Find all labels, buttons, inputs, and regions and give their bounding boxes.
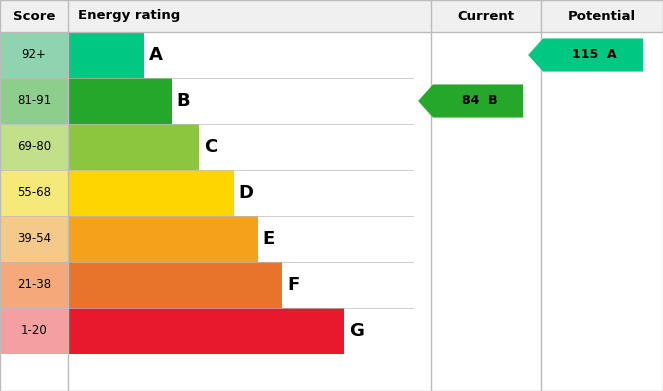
Polygon shape bbox=[528, 38, 643, 72]
Bar bbox=[0, 216, 68, 262]
Text: 39-54: 39-54 bbox=[17, 233, 51, 246]
Text: A: A bbox=[149, 46, 163, 64]
Polygon shape bbox=[418, 84, 523, 118]
Text: 55-68: 55-68 bbox=[17, 187, 51, 199]
Text: D: D bbox=[239, 184, 254, 202]
Text: 81-91: 81-91 bbox=[17, 95, 51, 108]
Bar bbox=[68, 32, 144, 78]
Bar bbox=[0, 262, 68, 308]
Bar bbox=[68, 78, 172, 124]
Bar bbox=[0, 124, 68, 170]
Text: C: C bbox=[204, 138, 217, 156]
Text: 115  A: 115 A bbox=[572, 48, 617, 61]
Bar bbox=[0, 308, 68, 354]
Text: Energy rating: Energy rating bbox=[78, 9, 180, 23]
Bar bbox=[68, 124, 199, 170]
Text: Current: Current bbox=[457, 9, 514, 23]
Text: Score: Score bbox=[13, 9, 55, 23]
Text: G: G bbox=[349, 322, 364, 340]
Text: E: E bbox=[263, 230, 275, 248]
Bar bbox=[68, 216, 258, 262]
Text: 21-38: 21-38 bbox=[17, 278, 51, 292]
Bar bbox=[68, 308, 344, 354]
Text: 84  B: 84 B bbox=[461, 95, 497, 108]
Text: 92+: 92+ bbox=[22, 48, 46, 61]
Text: F: F bbox=[287, 276, 299, 294]
Bar bbox=[0, 78, 68, 124]
Text: 69-80: 69-80 bbox=[17, 140, 51, 154]
Text: Potential: Potential bbox=[568, 9, 636, 23]
Text: B: B bbox=[176, 92, 190, 110]
Bar bbox=[68, 170, 233, 216]
Bar bbox=[0, 170, 68, 216]
Bar bbox=[68, 262, 282, 308]
Bar bbox=[0, 32, 68, 78]
Text: 1-20: 1-20 bbox=[21, 325, 47, 337]
Bar bbox=[0, 0, 663, 32]
